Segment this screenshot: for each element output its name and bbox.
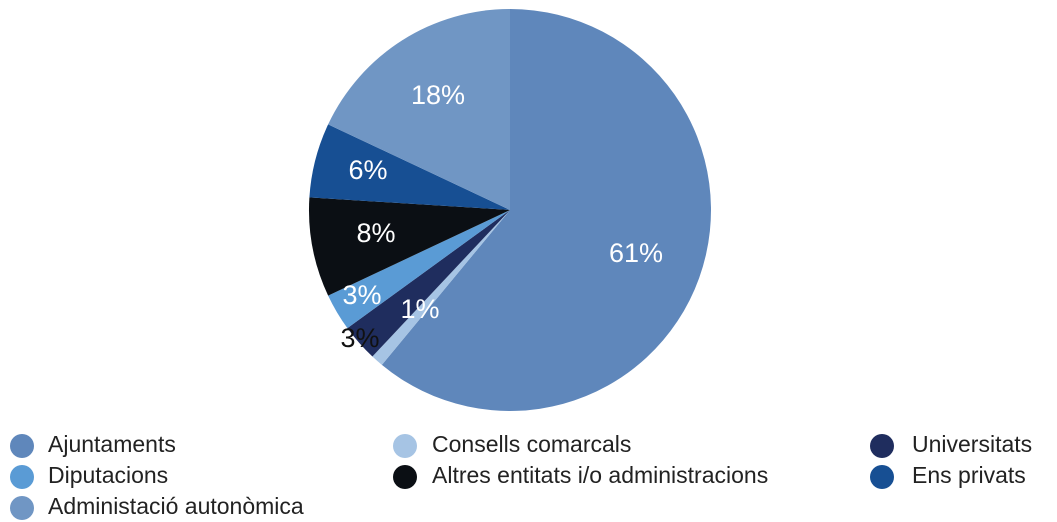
pie-slice <box>372 210 510 365</box>
data-label: 61% <box>609 238 663 268</box>
legend-label: Consells comarcals <box>432 431 631 457</box>
pie-slice <box>328 210 510 329</box>
legend-swatch <box>10 465 34 489</box>
legend-swatch <box>393 465 417 489</box>
pie-slice <box>309 197 510 296</box>
legend-label: Ajuntaments <box>48 431 176 457</box>
pie-slice <box>328 9 510 210</box>
data-label: 18% <box>411 80 465 110</box>
legend-label: Ens privats <box>912 462 1026 488</box>
legend-label: Universitats <box>912 431 1032 457</box>
legend-swatch <box>870 465 894 489</box>
legend-label: Altres entitats i/o administracions <box>432 462 768 488</box>
pie-slice <box>381 9 712 411</box>
legend-label: Administació autonòmica <box>48 493 304 519</box>
pie-slice <box>309 124 510 210</box>
pie-slice <box>347 210 510 357</box>
legend-swatch <box>10 434 34 458</box>
legend-swatch <box>393 434 417 458</box>
data-label: 6% <box>348 155 387 185</box>
data-label: 1% <box>400 294 439 324</box>
data-label: 3% <box>342 280 381 310</box>
data-label: 3% <box>340 323 379 353</box>
legend-label: Diputacions <box>48 462 168 488</box>
legend-swatch <box>10 496 34 520</box>
data-label: 8% <box>356 218 395 248</box>
legend-swatch <box>870 434 894 458</box>
